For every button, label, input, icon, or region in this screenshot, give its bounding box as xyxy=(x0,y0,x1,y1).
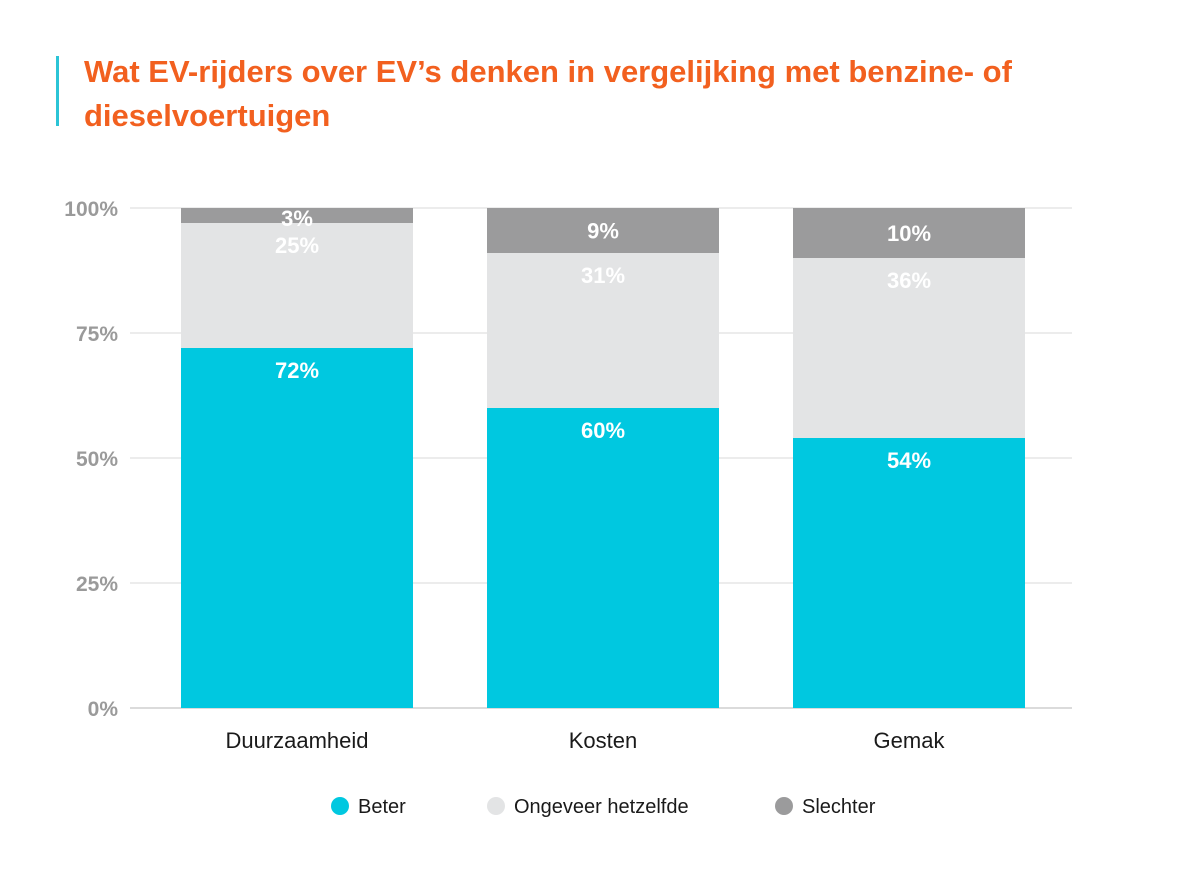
chart-title: Wat EV-rijders over EV’s denken in verge… xyxy=(84,54,1012,133)
y-tick-label: 100% xyxy=(64,198,118,221)
value-labels: 72% 25%3% 60% 31% 9% 54% 36% 10% xyxy=(275,206,931,473)
value-label: 60% xyxy=(581,418,625,443)
category-labels: Duurzaamheid Kosten Gemak xyxy=(225,728,945,753)
category-label: Gemak xyxy=(874,728,946,753)
category-label: Duurzaamheid xyxy=(225,728,368,753)
category-label: Kosten xyxy=(569,728,638,753)
legend-swatch xyxy=(775,797,793,815)
y-tick-label: 50% xyxy=(76,448,118,471)
bar-ongeveer-hetzelfde-kosten xyxy=(487,253,719,408)
value-label: 9% xyxy=(587,219,619,244)
bar-beter-gemak xyxy=(793,438,1025,708)
y-tick-label: 75% xyxy=(76,323,118,346)
legend-label: Beter xyxy=(358,796,406,818)
value-label: 36% xyxy=(887,268,931,293)
title-accent-bar xyxy=(56,56,59,126)
legend-swatch xyxy=(487,797,505,815)
y-axis-ticks: 0% 25% 50% 75% 100% xyxy=(64,198,118,721)
value-label: 25% xyxy=(275,233,319,258)
value-label: 10% xyxy=(887,221,931,246)
value-label: 31% xyxy=(581,263,625,288)
value-label: 54% xyxy=(887,448,931,473)
bar-beter-duurzaamheid xyxy=(181,348,413,708)
legend-swatch xyxy=(331,797,349,815)
value-label: 3% xyxy=(281,206,313,231)
bar-slechter-gemak xyxy=(793,208,1025,258)
legend: Beter Ongeveer hetzelfde Slechter xyxy=(331,796,876,818)
bar-slechter-kosten xyxy=(487,208,719,253)
legend-label: Slechter xyxy=(802,796,876,818)
bars xyxy=(181,208,1025,708)
y-tick-label: 25% xyxy=(76,573,118,596)
bar-beter-kosten xyxy=(487,408,719,708)
legend-label: Ongeveer hetzelfde xyxy=(514,796,689,818)
value-label: 72% xyxy=(275,358,319,383)
y-tick-label: 0% xyxy=(88,698,119,721)
bar-ongeveer-hetzelfde-gemak xyxy=(793,258,1025,438)
bar-ongeveer-hetzelfde-duurzaamheid xyxy=(181,223,413,348)
bar-slechter-duurzaamheid xyxy=(181,208,413,223)
